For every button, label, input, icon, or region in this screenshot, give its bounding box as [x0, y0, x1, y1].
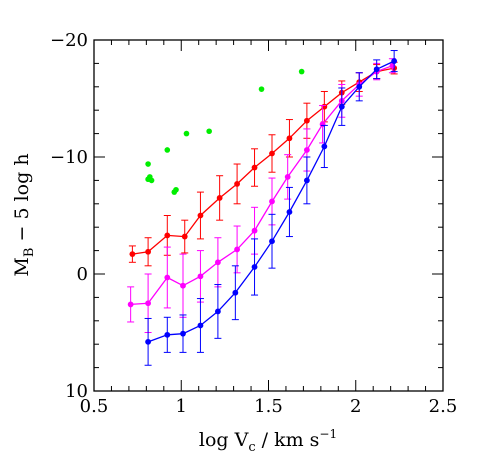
- x-tick-label: 1.5: [254, 396, 283, 417]
- series-line: [130, 65, 393, 306]
- x-axis-label-rest: / km s: [256, 429, 320, 451]
- data-point: [286, 209, 293, 215]
- y-tick-label: 10: [65, 381, 88, 402]
- y-tick-label: −20: [50, 30, 88, 51]
- data-point: [197, 273, 204, 280]
- x-axis-label-sup: −1: [319, 427, 337, 441]
- series-layer: [127, 50, 398, 366]
- data-point: [269, 150, 275, 157]
- series-0: [128, 61, 398, 267]
- data-point: [269, 238, 275, 245]
- data-point: [391, 58, 398, 64]
- data-point: [284, 173, 291, 180]
- series-line: [132, 67, 395, 255]
- data-point: [127, 301, 134, 308]
- data-point: [303, 177, 310, 184]
- scatter-point: [258, 86, 265, 92]
- x-axis-label-sub: c: [248, 440, 255, 455]
- data-point: [145, 248, 151, 255]
- data-point: [286, 135, 293, 142]
- scatter-point: [298, 68, 305, 75]
- data-point: [214, 259, 221, 266]
- data-point: [303, 147, 310, 153]
- data-point: [251, 227, 258, 234]
- scatter-point: [145, 161, 151, 167]
- data-point: [251, 164, 258, 171]
- series-1: [127, 58, 396, 333]
- data-point: [164, 274, 171, 281]
- data-point: [164, 331, 171, 338]
- data-point: [338, 103, 345, 110]
- data-point: [181, 233, 188, 240]
- data-point: [251, 264, 258, 270]
- data-point: [321, 143, 328, 150]
- data-point: [164, 232, 171, 239]
- scatter-point: [173, 186, 179, 193]
- data-point: [232, 289, 239, 296]
- data-point: [216, 195, 223, 201]
- data-point: [214, 308, 221, 315]
- y-tick-label: 0: [77, 264, 88, 285]
- data-point: [180, 330, 186, 337]
- x-tick-label: 1: [176, 396, 187, 417]
- plot-frame: [93, 39, 444, 392]
- y-axis-label-sub: B: [22, 248, 37, 258]
- data-point: [234, 246, 240, 253]
- data-point: [129, 251, 136, 258]
- scatter-point: [206, 128, 212, 135]
- data-point: [145, 338, 151, 345]
- series-2: [144, 50, 398, 366]
- x-tick-label: 2.5: [429, 396, 458, 417]
- scatter-point: [148, 177, 155, 184]
- data-point: [197, 322, 204, 329]
- axes: 0.5 1 1.5 2 2.5 10 0 −10 −20: [50, 30, 457, 417]
- data-point: [197, 212, 204, 219]
- x-axis-label: log Vc / km s−1: [199, 427, 337, 455]
- scatter-point: [183, 130, 190, 137]
- data-point: [234, 181, 240, 187]
- data-point: [373, 66, 380, 73]
- data-point: [145, 300, 151, 307]
- data-point: [356, 83, 363, 90]
- scatter-layer: [145, 68, 305, 195]
- y-tick-label: −10: [50, 147, 88, 168]
- x-tick-label: 0.5: [80, 396, 109, 417]
- data-point: [180, 282, 186, 289]
- scatter-point: [164, 147, 171, 153]
- y-axis-label: MB − 5 log h: [11, 153, 37, 276]
- y-axis-label-rest: − 5 log h: [11, 153, 33, 247]
- data-point: [269, 198, 275, 205]
- data-point: [303, 117, 310, 124]
- axis-labels: log Vc / km s−1 MB − 5 log h: [11, 153, 337, 455]
- x-axis-label-main: log V: [199, 429, 249, 451]
- y-axis-label-main: M: [11, 257, 33, 276]
- x-tick-label: 2: [350, 396, 361, 417]
